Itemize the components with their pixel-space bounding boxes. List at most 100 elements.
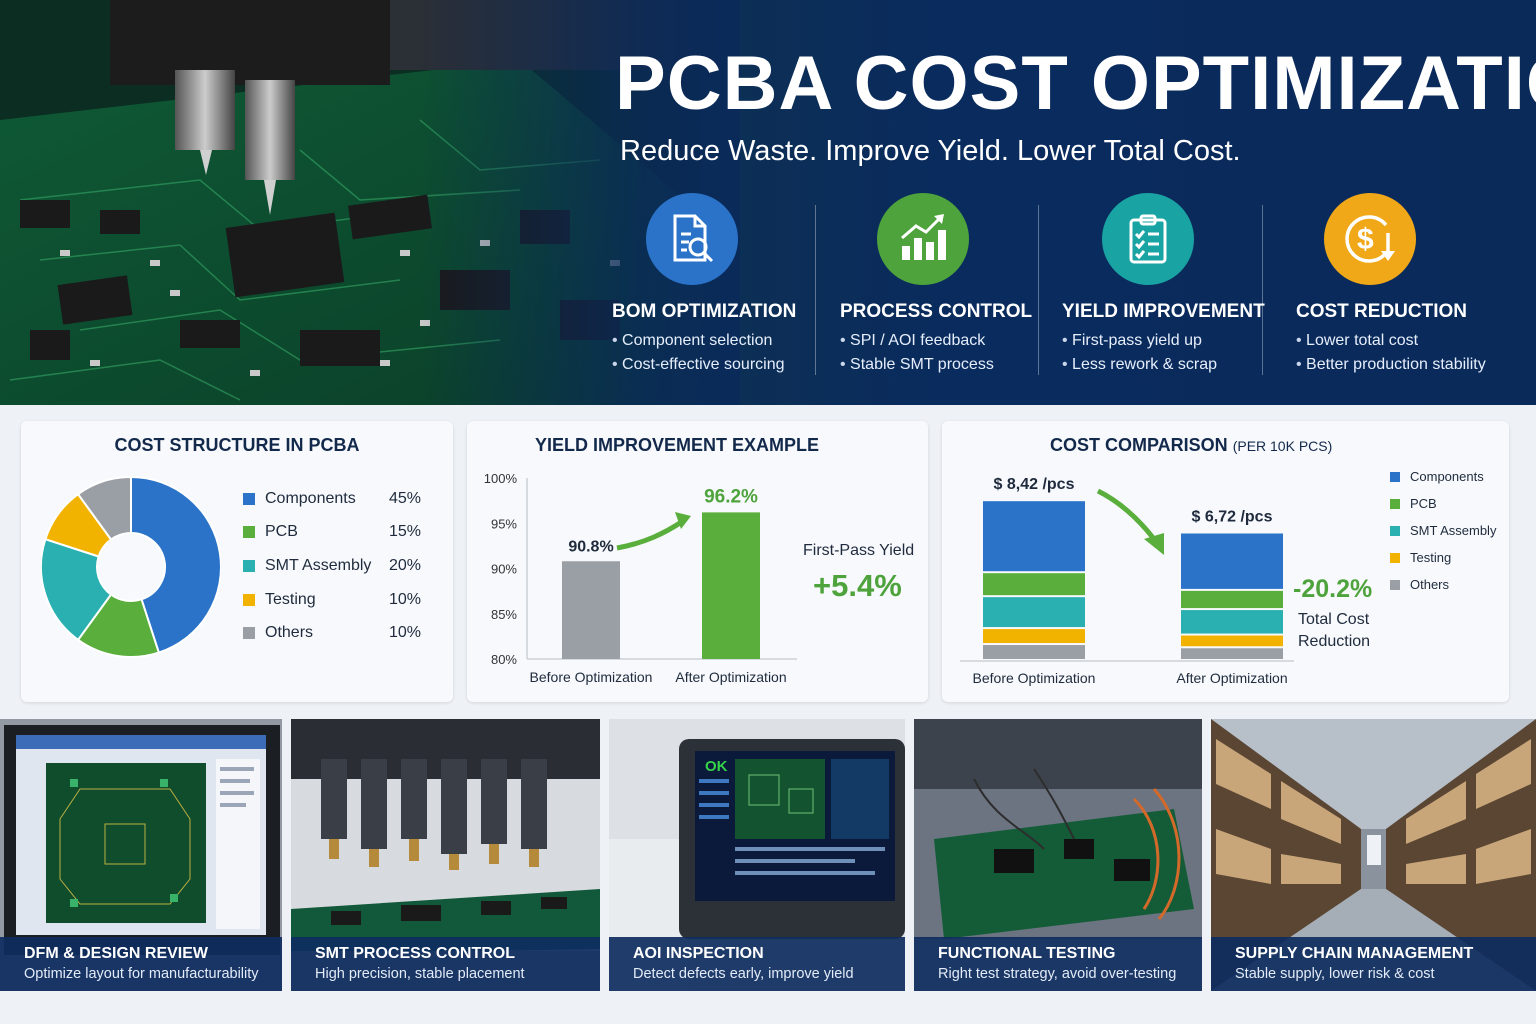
y-tick-label: 85% xyxy=(491,607,517,622)
checklist-icon xyxy=(1102,193,1194,285)
tile-description: Optimize layout for manufacturability xyxy=(24,966,259,982)
legend-item-components: Components 45% xyxy=(243,490,421,508)
pillar-divider xyxy=(1262,205,1263,375)
legend-item-smt-assembly: SMT Assembly xyxy=(1390,523,1496,538)
yield-bar-before xyxy=(562,561,620,659)
pillar-bullet: SPI / AOI feedback xyxy=(840,329,1065,353)
decrease-arrow-icon xyxy=(1096,488,1156,541)
legend-label: Components xyxy=(1410,469,1484,484)
donut-slice-smt-assembly xyxy=(41,537,113,642)
x-category-label: After Optimization xyxy=(675,669,786,685)
legend-label: Components xyxy=(265,490,356,507)
legend-swatch xyxy=(1390,498,1400,509)
legend-swatch xyxy=(1390,471,1400,482)
yield-improvement-panel: YIELD IMPROVEMENT EXAMPLE 80% 85% 90% 95% 10… xyxy=(467,421,928,702)
y-tick-label: 80% xyxy=(491,652,517,667)
tile-title: DFM & DESIGN REVIEW xyxy=(24,945,209,962)
first-pass-yield-label: First-Pass Yield xyxy=(803,542,915,559)
growth-chart-icon xyxy=(877,193,969,285)
cost-segment-testing xyxy=(1181,635,1283,647)
legend-label: Others xyxy=(1410,577,1450,592)
cost-reduction-label: Total Cost xyxy=(1298,611,1370,628)
donut-slice-others xyxy=(76,475,132,541)
x-category-label: Before Optimization xyxy=(530,669,653,685)
cost-comparison-subtitle: (PER 10K PCS) xyxy=(1232,438,1333,454)
pillar-title: BOM OPTIMIZATION xyxy=(612,301,797,322)
legend-value: 10% xyxy=(389,624,422,641)
pillar-title: PROCESS CONTROL xyxy=(840,301,1033,322)
pillar-title: COST REDUCTION xyxy=(1296,301,1467,322)
cost-segment-components xyxy=(1181,533,1283,589)
pillar-divider xyxy=(815,205,816,375)
yield-bar-after xyxy=(702,512,760,659)
hero-banner: PCBA COST OPTIMIZATION Reduce Waste. Imp… xyxy=(0,0,1536,405)
y-tick-label: 100% xyxy=(484,471,518,486)
page-subtitle: Reduce Waste. Improve Yield. Lower Total… xyxy=(620,135,1241,167)
pillar-cost-reduction: $ COST REDUCTION Lower total cost Better… xyxy=(1296,193,1526,377)
cost-comparison-stacked-bar-chart: $ 8,42 /pcs Before Optimization $ 6,72 /pc… xyxy=(960,476,1294,686)
donut-slice-components xyxy=(130,475,221,654)
decrease-arrow-head xyxy=(1144,533,1164,555)
cost-segment-components xyxy=(983,501,1085,572)
pillar-yield-improvement: YIELD IMPROVEMENT First-pass yield up Le… xyxy=(1062,193,1287,377)
tile-description: Stable supply, lower risk & cost xyxy=(1235,966,1435,982)
page-title: PCBA COST OPTIMIZATION xyxy=(615,41,1536,126)
cost-reduction-value: -20.2% xyxy=(1293,575,1373,603)
legend-item-others: Others 10% xyxy=(243,624,421,642)
pillar-bullet: Less rework & scrap xyxy=(1062,353,1287,377)
legend-item-others: Others xyxy=(1390,577,1449,592)
y-tick-label: 90% xyxy=(491,562,517,577)
increase-arrow-head xyxy=(675,512,691,529)
cost-segment-others xyxy=(983,645,1085,659)
tile-title: SUPPLY CHAIN MANAGEMENT xyxy=(1235,945,1474,962)
tile-caption: SMT PROCESS CONTROL High precision, stab… xyxy=(291,937,600,991)
tile-description: High precision, stable placement xyxy=(315,966,525,982)
tile-description: Detect defects early, improve yield xyxy=(633,966,854,982)
tile-title: AOI INSPECTION xyxy=(633,945,764,962)
yield-value-label: 96.2% xyxy=(704,486,758,507)
aoi-ok-indicator: OK xyxy=(705,758,728,775)
yield-bar-chart: 80% 85% 90% 95% 100% 90.8% Before Optimizatio… xyxy=(484,471,797,685)
dollar-down-icon: $ xyxy=(1324,193,1416,285)
legend-value: 15% xyxy=(389,523,422,540)
pillar-bullet: Lower total cost xyxy=(1296,329,1526,353)
legend-value: 45% xyxy=(389,490,422,507)
y-tick-label: 95% xyxy=(491,516,517,531)
tile-smt-process-control: SMT PROCESS CONTROL High precision, stab… xyxy=(291,719,600,991)
tile-description: Right test strategy, avoid over-testing xyxy=(938,966,1177,982)
cost-segment-others xyxy=(1181,648,1283,659)
pillar-divider xyxy=(1038,205,1039,375)
cost-comparison-panel: COST COMPARISON (PER 10K PCS) $ 8,42 /pc… xyxy=(942,421,1509,702)
pillar-bullet: Better production stability xyxy=(1296,353,1526,377)
legend-swatch xyxy=(1390,552,1400,563)
pillar-bullet: Cost-effective sourcing xyxy=(612,353,837,377)
pillar-title: YIELD IMPROVEMENT xyxy=(1062,301,1265,322)
legend-item-smt-assembly: SMT Assembly 20% xyxy=(243,557,421,575)
tile-caption: DFM & DESIGN REVIEW Optimize layout for … xyxy=(0,937,282,991)
tile-supply-chain-management: SUPPLY CHAIN MANAGEMENT Stable supply, l… xyxy=(1211,719,1536,991)
legend-swatch xyxy=(243,594,255,606)
svg-text:$: $ xyxy=(1357,223,1374,256)
legend-item-testing: Testing xyxy=(1390,550,1451,565)
cost-segment-smt-assembly xyxy=(983,597,1085,628)
functional-test-fixture-image xyxy=(914,719,1202,991)
cost-comparison-title: COST COMPARISON xyxy=(1050,435,1228,455)
legend-swatch xyxy=(1390,579,1400,590)
pillar-bullet: First-pass yield up xyxy=(1062,329,1287,353)
tile-functional-testing: FUNCTIONAL TESTING Right test strategy, … xyxy=(914,719,1202,991)
tile-caption: AOI INSPECTION Detect defects early, imp… xyxy=(609,937,905,991)
cost-segment-testing xyxy=(983,629,1085,644)
pillar-bom-optimization: BOM OPTIMIZATION Component selection Cos… xyxy=(612,193,837,377)
legend-value: 20% xyxy=(389,557,422,574)
panel-title: COST STRUCTURE IN PCBA xyxy=(114,435,360,455)
legend-item-testing: Testing 10% xyxy=(243,591,421,609)
document-search-icon xyxy=(646,193,738,285)
panel-title: YIELD IMPROVEMENT EXAMPLE xyxy=(535,435,820,455)
tile-dfm-design-review: DFM & DESIGN REVIEW Optimize layout for … xyxy=(0,719,282,991)
tile-title: FUNCTIONAL TESTING xyxy=(938,945,1116,962)
cost-structure-panel: COST STRUCTURE IN PCBA Components 45% PC… xyxy=(21,421,453,702)
legend-item-pcb: PCB 15% xyxy=(243,523,421,541)
tile-title: SMT PROCESS CONTROL xyxy=(315,945,516,962)
pillar-bullet: Stable SMT process xyxy=(840,353,1065,377)
yield-value-label: 90.8% xyxy=(568,538,613,555)
